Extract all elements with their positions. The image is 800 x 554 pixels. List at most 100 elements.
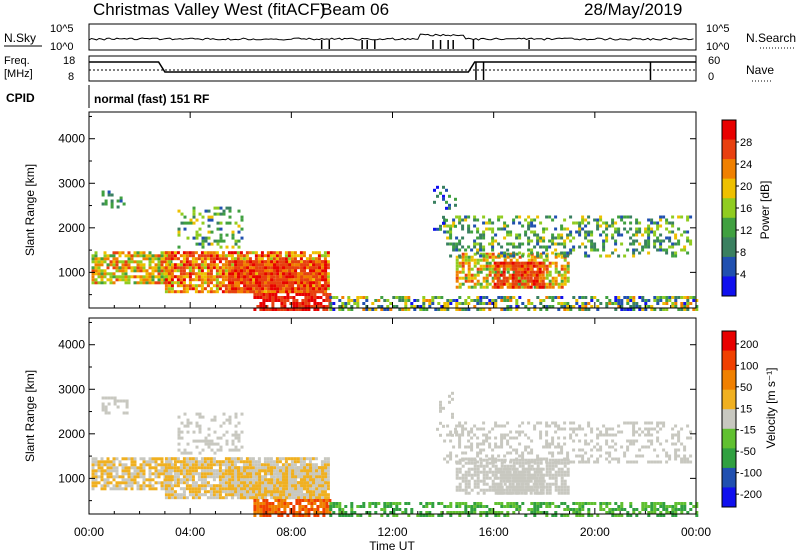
heatmap-cell bbox=[476, 258, 480, 262]
heatmap-cell bbox=[242, 254, 246, 258]
heatmap-cell bbox=[318, 260, 322, 264]
heatmap-cell bbox=[569, 308, 573, 311]
heatmap-cell bbox=[443, 218, 447, 222]
heatmap-cell bbox=[518, 233, 522, 237]
heatmap-cell bbox=[502, 267, 506, 271]
heatmap-cell bbox=[179, 275, 183, 279]
heatmap-cell bbox=[139, 263, 143, 267]
heatmap-cell bbox=[509, 299, 513, 302]
heatmap-cell bbox=[194, 487, 198, 491]
heatmap-cell bbox=[285, 284, 289, 288]
heatmap-cell bbox=[638, 427, 642, 431]
heatmap-cell bbox=[482, 439, 486, 443]
heatmap-cell bbox=[112, 466, 116, 470]
heatmap-cell bbox=[677, 436, 681, 440]
heatmap-cell bbox=[203, 460, 207, 464]
heatmap-cell bbox=[458, 445, 462, 449]
heatmap-cell bbox=[674, 457, 678, 461]
heatmap-cell bbox=[325, 305, 329, 308]
heatmap-cell bbox=[173, 496, 177, 500]
heatmap-cell bbox=[479, 245, 483, 249]
heatmap-cell bbox=[554, 470, 558, 474]
heatmap-cell bbox=[440, 305, 444, 308]
heatmap-cell bbox=[299, 460, 303, 464]
heatmap-cell bbox=[319, 296, 323, 299]
heatmap-cell bbox=[530, 439, 534, 443]
heatmap-cell bbox=[209, 269, 213, 273]
heatmap-cell bbox=[182, 472, 186, 476]
heatmap-cell bbox=[237, 224, 241, 228]
heatmap-cell bbox=[467, 302, 471, 305]
heatmap-cell bbox=[94, 478, 98, 482]
colorbar-swatch bbox=[722, 276, 736, 297]
heatmap-cell bbox=[514, 276, 518, 280]
heatmap-cell bbox=[315, 275, 319, 279]
heatmap-cell bbox=[674, 233, 678, 237]
heatmap-cell bbox=[121, 275, 125, 279]
heatmap-cell bbox=[680, 302, 684, 305]
heatmap-cell bbox=[605, 221, 609, 225]
heatmap-cell bbox=[532, 261, 536, 265]
heatmap-cell bbox=[236, 493, 240, 497]
heatmap-cell bbox=[299, 290, 303, 294]
heatmap-cell bbox=[294, 278, 298, 282]
heatmap-cell bbox=[130, 275, 134, 279]
heatmap-cell bbox=[94, 251, 98, 255]
heatmap-cell bbox=[560, 285, 564, 289]
heatmap-cell bbox=[185, 475, 189, 479]
heatmap-cell bbox=[446, 308, 450, 311]
heatmap-cell bbox=[236, 254, 240, 258]
heatmap-cell bbox=[209, 257, 213, 261]
heatmap-cell bbox=[221, 469, 225, 473]
heatmap-cell bbox=[653, 296, 657, 299]
heatmap-cell bbox=[404, 296, 408, 299]
heatmap-cell bbox=[100, 260, 104, 264]
heatmap-cell bbox=[252, 263, 256, 267]
heatmap-cell bbox=[479, 285, 483, 289]
heatmap-cell bbox=[261, 493, 265, 497]
heatmap-cell bbox=[234, 266, 238, 270]
heatmap-cell bbox=[321, 269, 325, 273]
heatmap-cell bbox=[518, 215, 522, 219]
heatmap-cell bbox=[455, 302, 459, 305]
heatmap-cell bbox=[482, 433, 486, 437]
heatmap-cell bbox=[485, 285, 489, 289]
heatmap-cell bbox=[566, 491, 570, 495]
heatmap-cell bbox=[294, 281, 298, 285]
heatmap-cell bbox=[240, 496, 244, 500]
heatmap-cell bbox=[683, 230, 687, 234]
heatmap-cell bbox=[449, 224, 453, 228]
heatmap-cell bbox=[644, 299, 648, 302]
heatmap-cell bbox=[324, 475, 328, 479]
heatmap-cell bbox=[437, 308, 441, 311]
heatmap-cell bbox=[266, 254, 270, 258]
heatmap-cell bbox=[249, 275, 253, 279]
heatmap-cell bbox=[325, 293, 329, 296]
heatmap-cell bbox=[635, 227, 639, 231]
heatmap-cell bbox=[124, 281, 128, 285]
heatmap-cell bbox=[221, 460, 225, 464]
heatmap-cell bbox=[100, 466, 104, 470]
heatmap-cell bbox=[240, 481, 244, 485]
heatmap-cell bbox=[139, 269, 143, 273]
heatmap-cell bbox=[641, 233, 645, 237]
heatmap-cell bbox=[503, 227, 507, 231]
heatmap-cell bbox=[503, 221, 507, 225]
heatmap-cell bbox=[294, 493, 298, 497]
heatmap-cell bbox=[485, 458, 489, 462]
heatmap-cell bbox=[452, 299, 456, 302]
heatmap-cell bbox=[318, 478, 322, 482]
heatmap-cell bbox=[288, 272, 292, 276]
heatmap-cell bbox=[283, 308, 287, 311]
heatmap-cell bbox=[467, 461, 471, 465]
heatmap-cell bbox=[183, 424, 187, 428]
heatmap-cell bbox=[212, 475, 216, 479]
heatmap-cell bbox=[605, 430, 609, 434]
heatmap-cell bbox=[197, 496, 201, 500]
heatmap-cell bbox=[479, 248, 483, 252]
heatmap-cell bbox=[538, 479, 542, 483]
freq-line bbox=[89, 61, 696, 73]
heatmap-cell bbox=[605, 227, 609, 231]
heatmap-cell bbox=[271, 305, 275, 308]
heatmap-cell bbox=[173, 478, 177, 482]
